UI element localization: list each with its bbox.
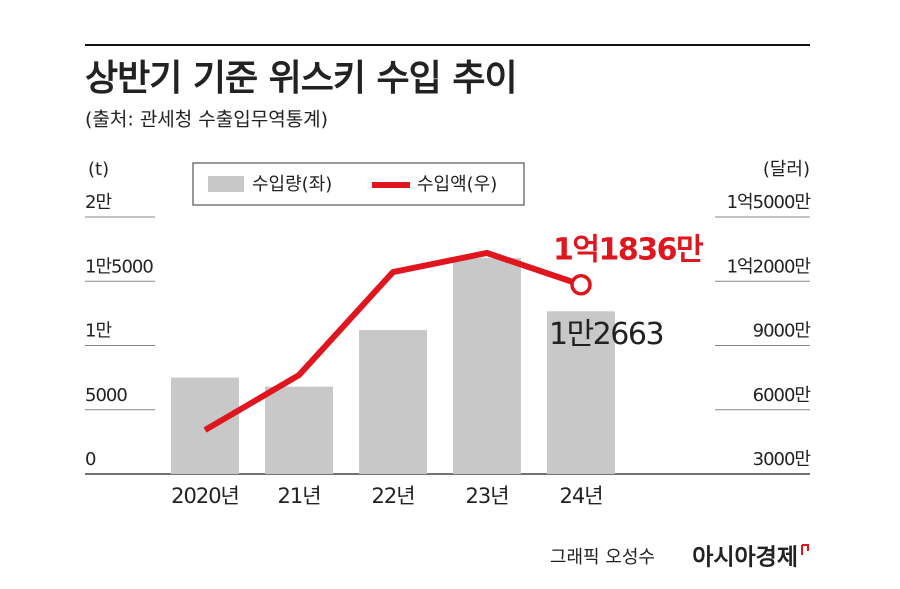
y-tick-label: 0 [85,449,96,470]
brand-mark [801,544,809,555]
x-tick-label: 2020년 [171,484,239,508]
y2-axis-label: (달러) [763,159,810,180]
data-label: 1억1836만 [553,232,704,267]
bar [453,258,521,474]
credit: 그래픽 오성수 [550,547,655,568]
y2-tick-label: 1억2000만 [727,256,811,277]
bar [359,330,427,474]
point-marker [570,274,592,296]
bar [171,377,239,474]
y2-tick-label: 1억5000만 [727,192,811,213]
x-tick-label: 23년 [465,484,508,508]
legend-box [192,162,525,206]
legend-swatch [208,176,244,192]
legend-label: 수입량(좌) [252,174,332,195]
legend-label: 수입액(우) [417,174,497,195]
y-axis-label: (t) [88,159,109,180]
brand: 아시아경제 [692,545,798,571]
chart-title: 상반기 기준 위스키 수입 추이 [85,58,517,99]
bar [547,311,615,474]
chart-subtitle: (출처: 관세청 수출입무역통계) [85,109,328,131]
y2-tick-label: 3000만 [753,449,811,470]
x-tick-label: 24년 [559,484,602,508]
bar [265,386,333,474]
line [203,249,582,433]
y-tick-label: 1만5000 [85,256,153,277]
x-tick-label: 22년 [371,484,414,508]
x-tick-label: 21년 [277,484,320,508]
y-tick-label: 2만 [85,192,111,213]
y2-tick-label: 9000만 [753,321,811,342]
y2-tick-label: 6000만 [753,385,811,406]
y-tick-label: 1만 [85,321,111,342]
data-label: 1만2663 [549,317,663,352]
y-tick-label: 5000 [85,385,127,406]
